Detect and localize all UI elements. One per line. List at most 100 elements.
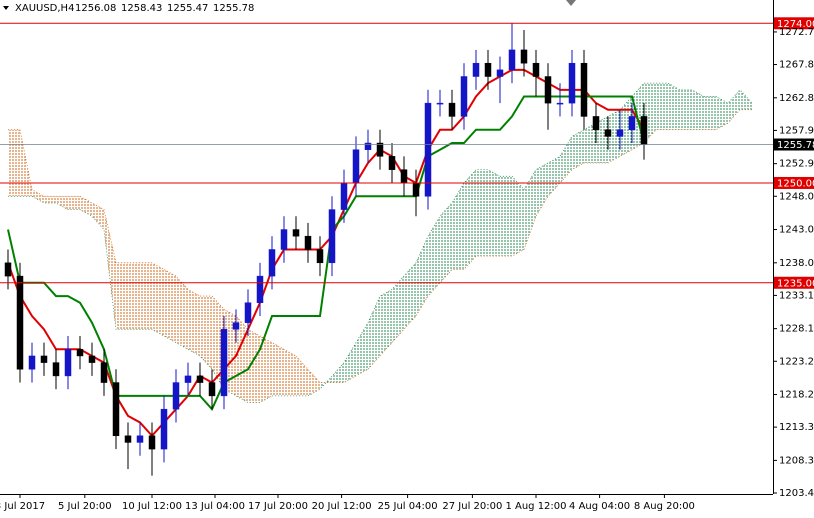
header-value: 1255.78: [213, 3, 254, 14]
x-tick-label: 1 Aug 12:00: [505, 501, 566, 512]
candle-body: [28, 355, 36, 370]
candle-body: [112, 382, 120, 437]
cloud-segment: [728, 89, 741, 124]
cloud-segment: [296, 355, 309, 396]
candle-body: [292, 229, 300, 237]
y-tick-label: 1203.40: [779, 488, 814, 499]
cloud-segment: [248, 329, 261, 403]
candle-body: [316, 249, 324, 264]
y-tick-label: 1233.10: [779, 290, 814, 301]
cloud-segment: [716, 96, 729, 130]
cloud-segment: [740, 89, 753, 110]
cloud-segment: [200, 296, 213, 370]
cloud-segment: [152, 262, 165, 336]
candle-body: [268, 249, 276, 277]
cloud-layer: [8, 82, 753, 403]
candle-body: [340, 182, 348, 210]
shift-marker[interactable]: [566, 0, 576, 6]
y-tick-label: 1238.00: [779, 258, 814, 269]
candle-body: [436, 102, 444, 105]
level-label-box: [774, 17, 814, 30]
candle-body: [244, 302, 252, 323]
candle-body: [232, 322, 240, 330]
candle-body: [76, 349, 84, 357]
candle-body: [196, 375, 204, 383]
cloud-segment: [272, 342, 285, 396]
candle-body: [64, 349, 72, 377]
candle-body: [388, 156, 396, 170]
level-label: 1235.00: [777, 278, 814, 289]
cloud-segment: [344, 342, 357, 383]
cloud-segment: [584, 123, 597, 164]
candle-body: [604, 129, 612, 137]
x-tick-label: 25 Jul 04:00: [378, 501, 438, 512]
x-tick-label: 20 Jul 12:00: [312, 501, 372, 512]
candle-body: [508, 49, 516, 71]
candle-body: [184, 375, 192, 383]
cloud-segment: [32, 189, 45, 203]
cloud-segment: [464, 169, 477, 270]
cloud-segment: [8, 129, 21, 197]
cloud-segment: [92, 202, 105, 230]
candle-body: [100, 362, 108, 383]
axis-layer: 1274.00 1250.00 1235.00 1272.70 1267.80 1262.…: [0, 17, 814, 512]
candle-body: [592, 116, 600, 130]
candle-body: [448, 102, 456, 117]
cloud-segment: [500, 176, 513, 257]
level-label-box: [774, 276, 814, 289]
level-label: 1250.00: [777, 178, 814, 189]
cloud-segment: [392, 276, 405, 343]
candle-body: [496, 69, 504, 77]
symbol-menu-icon[interactable]: [3, 6, 9, 10]
cloud-segment: [260, 335, 273, 403]
candle-body: [616, 129, 624, 137]
y-tick-label: 1223.20: [779, 356, 814, 367]
x-tick-label: 17 Jul 20:00: [248, 501, 308, 512]
candle-body: [364, 142, 372, 150]
cloud-segment: [116, 262, 129, 330]
candle-body: [40, 355, 48, 363]
candle-body: [460, 76, 468, 117]
cloud-segment: [572, 129, 585, 170]
cloud-segment: [428, 216, 441, 297]
cloud-segment: [308, 369, 321, 396]
x-tick-label: 27 Jul 20:00: [442, 501, 502, 512]
cloud-segment: [188, 289, 201, 356]
y-tick-label: 1228.10: [779, 324, 814, 335]
cloud-segment: [176, 276, 189, 350]
level-label: 1274.00: [777, 19, 814, 30]
candle-body: [520, 49, 528, 64]
y-tick-label: 1252.90: [779, 159, 814, 170]
candle-body: [472, 62, 480, 77]
candle-body: [352, 149, 360, 184]
candle-body: [148, 435, 156, 450]
cloud-segment: [404, 262, 417, 330]
cloud-segment: [104, 209, 117, 330]
candle-body: [88, 355, 96, 363]
price-label-box: [774, 138, 814, 151]
cloud-segment: [512, 176, 525, 257]
candle-body: [532, 62, 540, 77]
cloud-segment: [44, 196, 57, 203]
cloud-segment: [416, 236, 429, 317]
cloud-segment: [656, 83, 669, 130]
candle-body: [328, 209, 336, 264]
cloud-segment: [368, 296, 381, 370]
candle-body: [400, 169, 408, 184]
candle-body: [424, 102, 432, 197]
cloud-segment: [560, 136, 573, 183]
candle-body: [52, 362, 60, 377]
y-tick-label: 1267.80: [779, 60, 814, 71]
candle-body: [124, 435, 132, 443]
header-value: 1258.43: [121, 3, 162, 14]
cloud-segment: [440, 202, 453, 283]
x-tick-label: 3 Jul 2017: [0, 501, 45, 512]
candle-body: [544, 76, 552, 104]
cloud-segment: [536, 163, 549, 217]
cloud-segment: [704, 96, 717, 130]
cloud-segment: [620, 96, 633, 157]
cloud-segment: [284, 349, 297, 396]
candle-body: [172, 382, 180, 410]
